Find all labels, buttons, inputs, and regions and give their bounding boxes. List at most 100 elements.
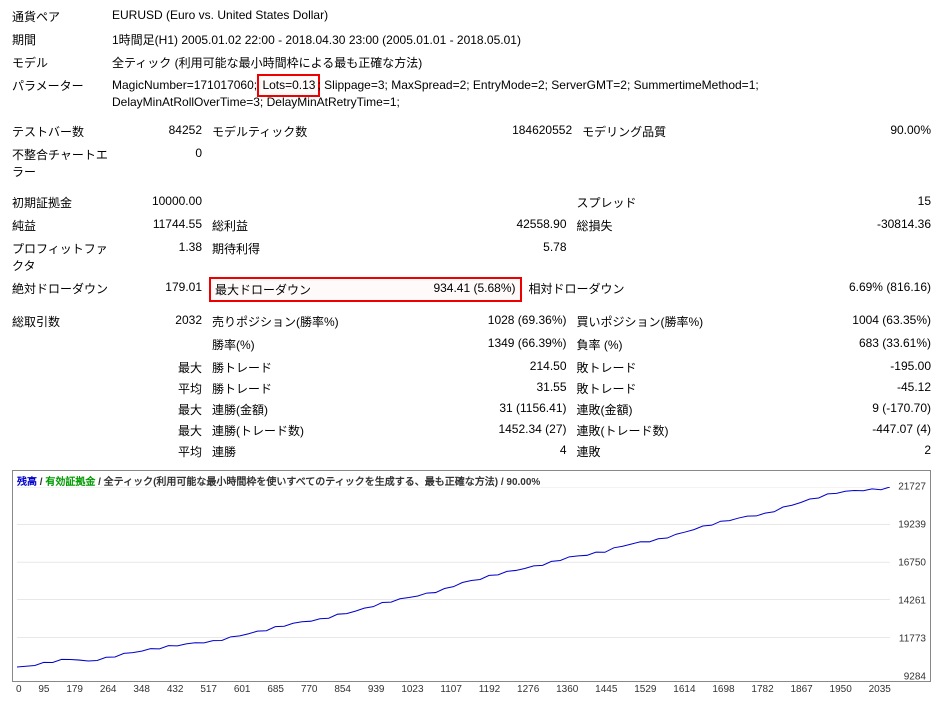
- x-tick: 1107: [440, 684, 462, 695]
- losstrade-label: 敗トレード: [577, 359, 717, 376]
- y-tick: 14261: [898, 595, 926, 606]
- deposit-value: 10000.00: [112, 194, 212, 208]
- netprofit-value: 11744.55: [112, 217, 212, 231]
- total-label: 総取引数: [12, 313, 112, 330]
- avg-losstrade: -45.12: [717, 380, 932, 394]
- equity-chart: 残高 / 有効証拠金 / 全ティック(利用可能な最小時間枠を使いすべてのティック…: [12, 470, 931, 682]
- x-tick: 939: [368, 684, 385, 695]
- avg-consloss: 2: [717, 443, 932, 457]
- conswin-amt: 31 (1156.41): [352, 401, 577, 415]
- x-tick: 1867: [790, 684, 812, 695]
- ticks-value: 184620552: [307, 123, 582, 137]
- x-tick: 601: [234, 684, 251, 695]
- x-tick: 1445: [595, 684, 617, 695]
- model-row: モデル 全ティック (利用可能な最小時間枠による最も正確な方法): [12, 54, 931, 71]
- quality-value: 90.00%: [666, 123, 931, 137]
- grossloss-value: -30814.36: [657, 217, 932, 231]
- mismatch-value: 0: [112, 146, 212, 160]
- params-highlight: Lots=0.13: [257, 74, 320, 97]
- reldd-label: 相対ドローダウン: [529, 280, 625, 297]
- params-value: MagicNumber=171017060; Lots=0.13; Slippa…: [112, 77, 892, 111]
- absdd-value: 179.01: [112, 280, 212, 294]
- x-tick: 0: [16, 684, 22, 695]
- maxdd-cell: 最大ドローダウン 934.41 (5.68%): [212, 280, 519, 299]
- model-label: モデル: [12, 54, 112, 71]
- avg-conswin-row: 平均 連勝 4 連敗 2: [12, 443, 931, 460]
- x-tick: 854: [334, 684, 351, 695]
- consloss-amt-label: 連敗(金額): [577, 401, 717, 418]
- conswin-cnt: 1452.34 (27): [352, 422, 577, 436]
- x-tick: 517: [200, 684, 217, 695]
- max-wintrade-row: 最大 勝トレード 214.50 敗トレード -195.00: [12, 359, 931, 376]
- x-tick: 770: [301, 684, 318, 695]
- chart-legend: 残高 / 有効証拠金 / 全ティック(利用可能な最小時間枠を使いすべてのティック…: [17, 473, 540, 488]
- params-label: パラメーター: [12, 77, 112, 94]
- conswin-cnt-row: 最大 連勝(トレード数) 1452.34 (27) 連敗(トレード数) -447…: [12, 422, 931, 439]
- pair-row: 通貨ペア EURUSD (Euro vs. United States Doll…: [12, 8, 931, 25]
- x-tick: 1614: [673, 684, 695, 695]
- winrate-value: 1349 (66.39%): [352, 336, 577, 350]
- conswin-cnt-label: 連勝(トレード数): [212, 422, 352, 439]
- period-row: 期間 1時間足(H1) 2005.01.02 22:00 - 2018.04.3…: [12, 31, 931, 48]
- y-tick: 19239: [898, 519, 926, 530]
- dd-row: 絶対ドローダウン 179.01 最大ドローダウン 934.41 (5.68%) …: [12, 280, 931, 299]
- spread-label: スプレッド: [577, 194, 657, 211]
- x-tick: 432: [167, 684, 184, 695]
- period-value: 1時間足(H1) 2005.01.02 22:00 - 2018.04.30 2…: [112, 31, 521, 48]
- bars-row: テストバー数 84252 モデルティック数 184620552 モデリング品質 …: [12, 123, 931, 140]
- chart-y-axis: 21727192391675014261117739284: [890, 487, 926, 677]
- x-tick: 1276: [517, 684, 539, 695]
- x-tick: 348: [133, 684, 150, 695]
- period-label: 期間: [12, 31, 112, 48]
- x-tick: 1529: [634, 684, 656, 695]
- spread-value: 15: [657, 194, 932, 208]
- winrate-label: 勝率(%): [212, 336, 352, 353]
- reldd-value: 6.69% (816.16): [625, 280, 932, 294]
- mismatch-row: 不整合チャートエラー 0: [12, 146, 931, 180]
- x-tick: 1192: [479, 684, 501, 695]
- pf-row: プロフィットファクタ 1.38 期待利得 5.78: [12, 240, 931, 274]
- conswin-amt-label: 連勝(金額): [212, 401, 352, 418]
- y-tick: 16750: [898, 557, 926, 568]
- params-row: パラメーター MagicNumber=171017060; Lots=0.13;…: [12, 77, 931, 111]
- winrate-row: 勝率(%) 1349 (66.39%) 負率 (%) 683 (33.61%): [12, 336, 931, 353]
- y-tick: 21727: [898, 481, 926, 492]
- x-tick: 179: [66, 684, 83, 695]
- y-tick: 9284: [904, 671, 926, 682]
- x-tick: 2035: [869, 684, 891, 695]
- y-tick: 11773: [899, 633, 926, 644]
- grossprofit-value: 42558.90: [292, 217, 577, 231]
- ticks-label: モデルティック数: [212, 123, 307, 140]
- lossrate-value: 683 (33.61%): [717, 336, 932, 350]
- x-tick: 264: [100, 684, 117, 695]
- total-row: 総取引数 2032 売りポジション(勝率%) 1028 (69.36%) 買いポ…: [12, 313, 931, 330]
- consloss-cnt-label: 連敗(トレード数): [577, 422, 717, 439]
- expected-label: 期待利得: [212, 240, 292, 257]
- grossloss-label: 総損失: [577, 217, 657, 234]
- sell-label: 売りポジション(勝率%): [212, 313, 352, 330]
- absdd-label: 絶対ドローダウン: [12, 280, 112, 297]
- consloss-cnt: -447.07 (4): [717, 422, 932, 436]
- avg-conswin-label: 連勝: [212, 443, 352, 460]
- netprofit-label: 純益: [12, 217, 112, 234]
- x-tick: 685: [267, 684, 284, 695]
- x-tick: 1782: [751, 684, 773, 695]
- avg-consloss-label: 連敗: [577, 443, 717, 460]
- pf-label: プロフィットファクタ: [12, 240, 112, 274]
- buy-label: 買いポジション(勝率%): [577, 313, 717, 330]
- lossrate-label: 負率 (%): [577, 336, 717, 353]
- pair-value: EURUSD (Euro vs. United States Dollar): [112, 8, 328, 22]
- pf-value: 1.38: [112, 240, 212, 254]
- x-tick: 95: [38, 684, 49, 695]
- avg-wintrade-row: 平均 勝トレード 31.55 敗トレード -45.12: [12, 380, 931, 397]
- avg-conswin: 4: [352, 443, 577, 457]
- max-losstrade: -195.00: [717, 359, 932, 373]
- conswin-amt-row: 最大 連勝(金額) 31 (1156.41) 連敗(金額) 9 (-170.70…: [12, 401, 931, 418]
- maxdd-highlight: 最大ドローダウン 934.41 (5.68%): [209, 277, 522, 302]
- mismatch-label: 不整合チャートエラー: [12, 146, 112, 180]
- deposit-label: 初期証拠金: [12, 194, 112, 211]
- chart-x-axis: 0951792643484325176016857708549391023110…: [12, 684, 931, 695]
- total-value: 2032: [112, 313, 212, 327]
- pair-label: 通貨ペア: [12, 8, 112, 25]
- max-wintrade: 214.50: [352, 359, 577, 373]
